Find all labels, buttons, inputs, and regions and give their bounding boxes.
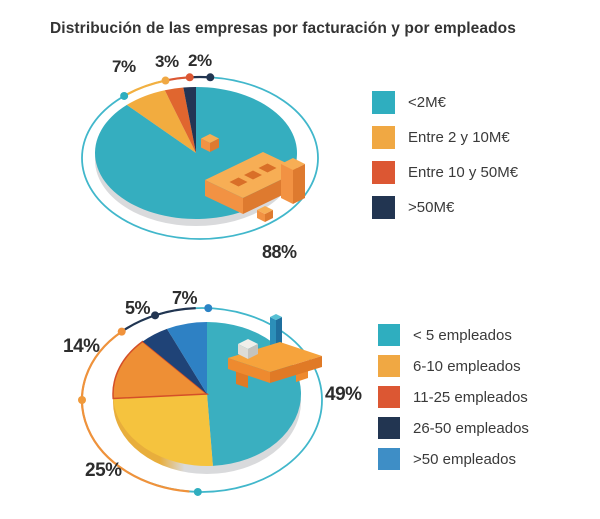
- orbit-ring-empleados: [78, 304, 323, 496]
- legend-item: >50M€: [372, 196, 518, 219]
- legend-label: 26-50 empleados: [413, 419, 529, 437]
- legend-item: <2M€: [372, 91, 518, 114]
- pct-label-11-25-emp: 14%: [63, 336, 100, 357]
- pct-label-mayor-50M: 2%: [188, 51, 212, 70]
- legend-swatch: [378, 448, 400, 470]
- legend-swatch: [378, 417, 400, 439]
- pct-label-entre-2-10: 7%: [112, 57, 136, 76]
- pct-label-menor-2M: 88%: [262, 242, 297, 262]
- legend-item: 26-50 empleados: [378, 417, 529, 439]
- legend-facturacion: <2M€ Entre 2 y 10M€ Entre 10 y 50M€ >50M…: [372, 91, 518, 219]
- legend-label: 6-10 empleados: [413, 357, 521, 375]
- legend-item: 11-25 empleados: [378, 386, 529, 408]
- legend-label: 11-25 empleados: [413, 388, 528, 406]
- legend-item: < 5 empleados: [378, 324, 529, 346]
- legend-label: < 5 empleados: [413, 326, 512, 344]
- pct-label-6-10-emp: 25%: [85, 460, 122, 481]
- page-title: Distribución de las empresas por factura…: [50, 20, 516, 37]
- legend-label: Entre 2 y 10M€: [408, 129, 510, 146]
- legend-label: >50 empleados: [413, 450, 516, 468]
- pct-label-mas-50-emp: 7%: [172, 288, 198, 308]
- legend-item: Entre 10 y 50M€: [372, 161, 518, 184]
- pie-facturacion: [94, 87, 298, 226]
- legend-swatch: [378, 324, 400, 346]
- legend-swatch: [372, 196, 395, 219]
- legend-swatch: [372, 126, 395, 149]
- orbit-ring-facturacion: [81, 73, 319, 240]
- legend-empleados: < 5 empleados 6-10 empleados 11-25 emple…: [378, 324, 529, 470]
- legend-item: Entre 2 y 10M€: [372, 126, 518, 149]
- legend-swatch: [372, 91, 395, 114]
- legend-item: 6-10 empleados: [378, 355, 529, 377]
- legend-label: <2M€: [408, 94, 446, 111]
- pct-label-26-50-emp: 5%: [125, 298, 151, 318]
- legend-swatch: [378, 386, 400, 408]
- legend-label: >50M€: [408, 199, 455, 216]
- pct-label-menos-5-emp: 49%: [325, 384, 362, 405]
- legend-label: Entre 10 y 50M€: [408, 164, 519, 181]
- legend-item: >50 empleados: [378, 448, 529, 470]
- legend-swatch: [372, 161, 395, 184]
- factory-icon: [228, 314, 322, 388]
- legend-swatch: [378, 355, 400, 377]
- building-icon: [201, 134, 305, 222]
- pct-label-entre-10-50: 3%: [155, 52, 179, 71]
